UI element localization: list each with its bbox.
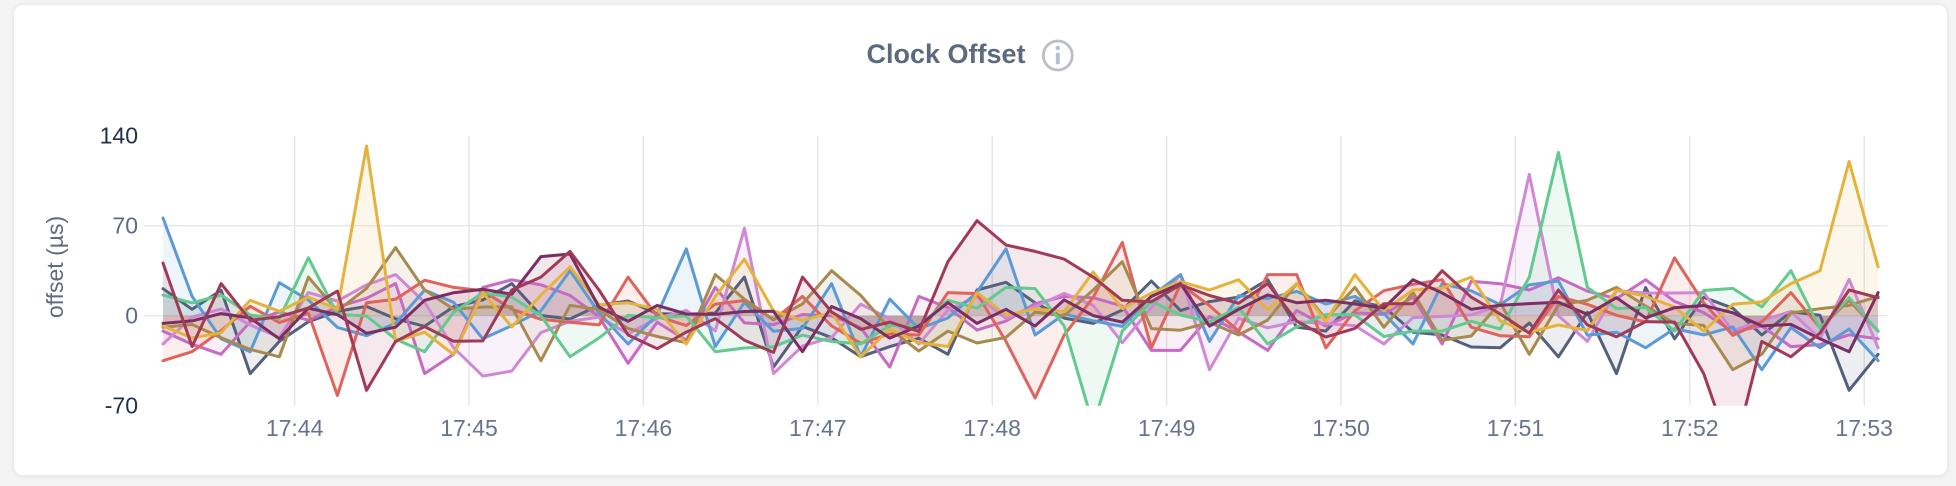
svg-text:17:50: 17:50 [1312,415,1370,441]
svg-text:17:47: 17:47 [789,415,847,441]
svg-text:17:48: 17:48 [963,415,1021,441]
svg-text:17:44: 17:44 [266,415,324,441]
svg-text:70: 70 [112,213,138,239]
svg-text:Clock Offset: Clock Offset [866,39,1025,69]
svg-text:-70: -70 [105,393,138,419]
svg-text:offset (µs): offset (µs) [42,216,68,318]
svg-text:17:51: 17:51 [1487,415,1545,441]
svg-text:17:52: 17:52 [1661,415,1719,441]
svg-text:17:46: 17:46 [615,415,673,441]
svg-text:17:45: 17:45 [440,415,498,441]
svg-text:0: 0 [125,303,138,329]
svg-text:17:53: 17:53 [1835,415,1893,441]
svg-text:17:49: 17:49 [1138,415,1196,441]
svg-text:140: 140 [100,123,138,149]
